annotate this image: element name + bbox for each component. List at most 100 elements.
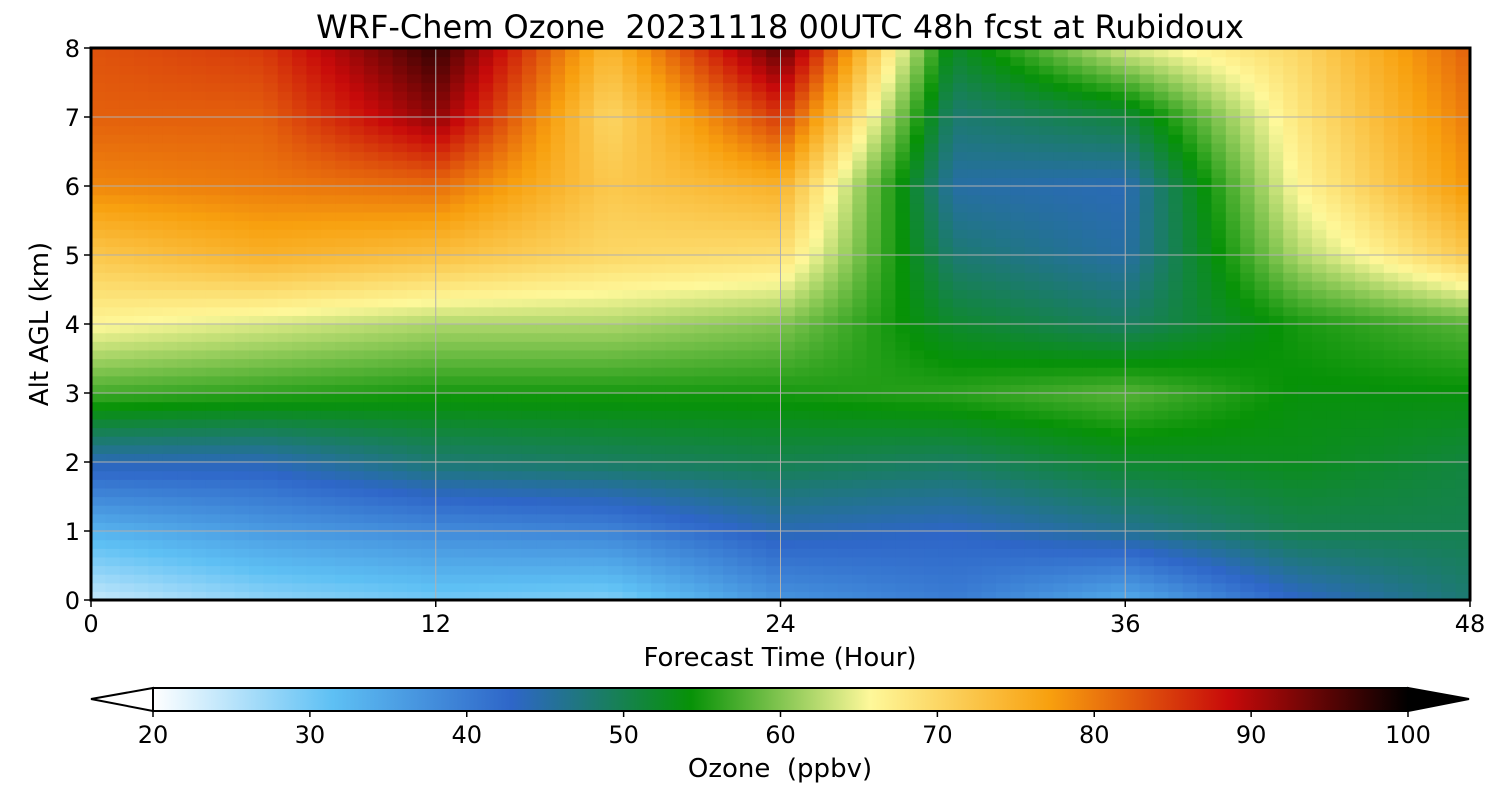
heat-cell — [277, 324, 293, 334]
heat-cell — [579, 591, 595, 601]
heat-cell — [608, 487, 624, 498]
heat-cell — [1326, 539, 1342, 549]
heat-cell — [794, 151, 810, 161]
heat-cell — [1297, 462, 1313, 472]
heat-cell — [119, 211, 135, 222]
heat-cell — [938, 496, 954, 506]
heat-cell — [478, 306, 494, 316]
heat-cell — [1182, 349, 1198, 360]
heat-cell — [881, 229, 897, 239]
heat-cell — [1024, 539, 1040, 549]
heat-cell — [995, 315, 1011, 325]
heat-cell — [507, 194, 523, 204]
heat-cell — [464, 263, 480, 273]
heat-cell — [751, 539, 767, 549]
heat-cell — [924, 255, 940, 265]
heat-cell — [134, 418, 150, 429]
heat-cell — [1383, 401, 1399, 411]
heat-cell — [1340, 151, 1356, 161]
heat-cell — [1225, 401, 1241, 411]
heat-cell — [249, 151, 264, 161]
heat-cell — [981, 151, 997, 161]
heat-cell — [866, 522, 882, 532]
heat-cell — [1240, 582, 1256, 592]
heat-cell — [464, 367, 480, 377]
heat-cell — [493, 513, 509, 523]
heat-cell — [263, 393, 279, 403]
heat-cell — [981, 548, 997, 558]
heat-cell — [1010, 427, 1026, 437]
heat-cell — [1110, 556, 1126, 567]
heat-cell — [119, 487, 135, 498]
heat-cell — [809, 306, 825, 316]
heat-cell — [1024, 531, 1040, 541]
heat-cell — [263, 211, 279, 222]
heat-cell — [1153, 332, 1169, 342]
heat-cell — [392, 160, 408, 170]
heat-cell — [1297, 410, 1313, 420]
heat-cell — [823, 358, 839, 368]
heat-cell — [995, 237, 1011, 247]
heat-cell — [1225, 436, 1241, 446]
heat-cell — [1024, 160, 1040, 170]
heat-cell — [277, 487, 293, 498]
heat-cell — [507, 393, 523, 403]
heat-cell — [1369, 324, 1385, 334]
heat-cell — [1153, 548, 1169, 558]
heat-cell — [823, 272, 839, 282]
heat-cell — [1010, 487, 1026, 498]
heat-cell — [148, 513, 164, 523]
heat-cell — [952, 470, 968, 480]
heat-cell — [909, 186, 925, 196]
heat-cell — [694, 186, 710, 196]
heat-cell — [292, 574, 308, 584]
heat-cell — [1426, 548, 1442, 558]
heat-cell — [1039, 272, 1055, 282]
heat-cell — [837, 522, 853, 532]
heat-cell — [1383, 436, 1399, 446]
heat-cell — [378, 505, 394, 515]
heat-cell — [852, 237, 868, 247]
heat-cell — [177, 272, 193, 282]
heat-cell — [1297, 522, 1313, 532]
heat-cell — [234, 306, 250, 316]
heat-cell — [277, 410, 293, 420]
heat-cell — [134, 194, 150, 204]
heat-cell — [148, 306, 164, 316]
heat-cell — [1297, 375, 1313, 385]
heat-cell — [1369, 298, 1385, 308]
heat-cell — [450, 367, 466, 377]
heat-cell — [1153, 479, 1169, 489]
heat-cell — [1139, 237, 1155, 247]
heat-cell — [1197, 548, 1213, 558]
heat-cell — [952, 280, 968, 291]
heat-cell — [1039, 574, 1055, 584]
heat-cell — [162, 263, 178, 273]
heat-cell — [464, 418, 480, 429]
heat-cell — [450, 556, 466, 567]
heat-cell — [679, 470, 695, 480]
heat-cell — [277, 168, 293, 178]
heat-cell — [1326, 315, 1342, 325]
heat-cell — [1268, 263, 1284, 273]
heat-cell — [335, 246, 351, 256]
heat-cell — [91, 168, 106, 178]
heat-cell — [565, 522, 580, 532]
heat-cell — [967, 280, 983, 291]
heat-cell — [622, 358, 638, 368]
heat-cell — [780, 298, 796, 308]
heat-cell — [464, 522, 480, 532]
heat-cell — [924, 574, 940, 584]
heat-cell — [1240, 151, 1256, 161]
heat-cell — [1311, 487, 1327, 498]
heat-cell — [1455, 539, 1471, 549]
heat-cell — [292, 505, 308, 515]
heat-cell — [320, 263, 336, 273]
heat-cell — [378, 496, 394, 506]
heat-cell — [1024, 341, 1040, 351]
heat-cell — [478, 556, 494, 567]
heat-cell — [450, 505, 466, 515]
heat-cell — [1182, 556, 1198, 567]
heat-cell — [464, 289, 480, 299]
heat-cell — [1412, 505, 1428, 515]
